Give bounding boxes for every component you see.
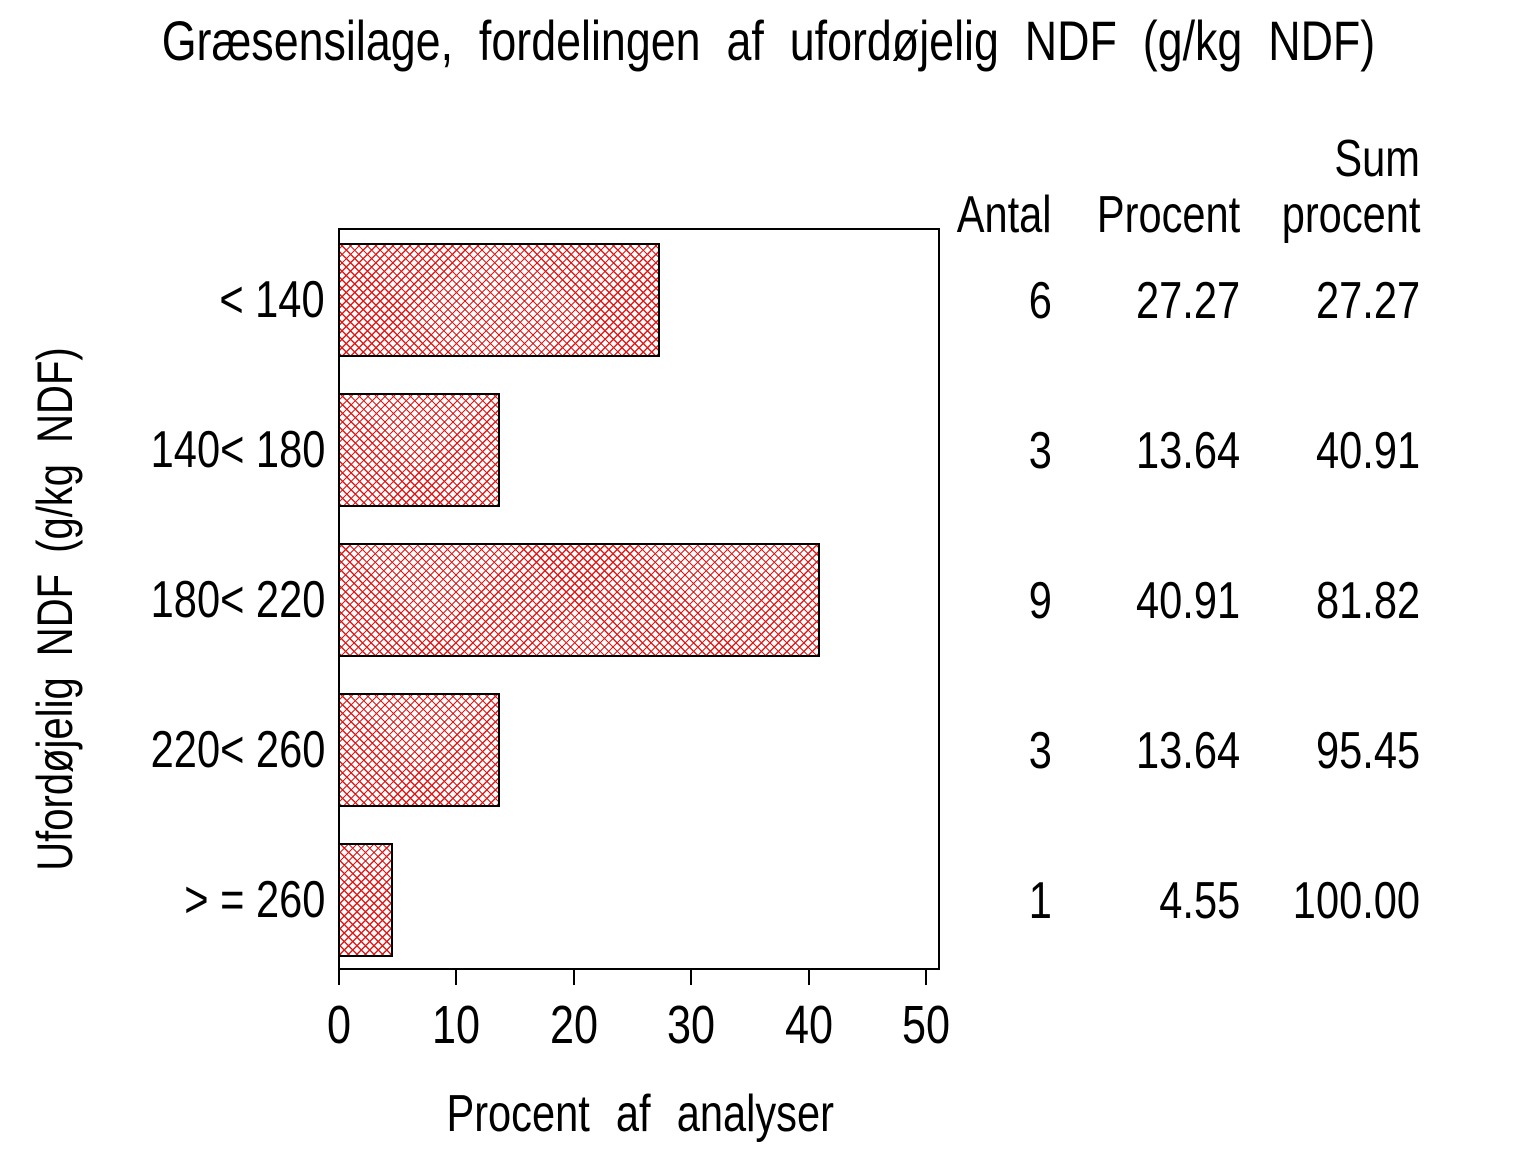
x-tick-label: 20 <box>549 995 598 1055</box>
column-header-procent: Procent <box>1096 186 1240 244</box>
x-tick-mark <box>338 970 340 985</box>
table-cell-sum-procent: 40.91 <box>1315 422 1420 480</box>
x-axis-title: Procent af analyser <box>446 1085 834 1143</box>
bar-220-260 <box>340 693 501 807</box>
column-header-antal: Antal <box>957 186 1052 244</box>
table-cell-antal: 3 <box>1028 722 1052 780</box>
chart-title-text: Græsensilage, fordelingen af ufordøjelig… <box>161 9 1375 72</box>
table-cell-antal: 1 <box>1028 872 1052 930</box>
category-label: 180< 220 <box>150 571 325 629</box>
table-cell-sum-procent: 100.00 <box>1292 872 1420 930</box>
plot-area <box>338 228 940 970</box>
x-tick-mark <box>455 970 458 985</box>
table-cell-sum-procent: 95.45 <box>1315 722 1420 780</box>
bar-lt-140 <box>340 243 661 357</box>
table-cell-procent: 27.27 <box>1135 272 1240 330</box>
x-tick-mark <box>572 970 575 985</box>
x-tick-mark <box>925 970 927 985</box>
x-tick-label: 0 <box>326 995 352 1055</box>
category-label: > = 260 <box>183 871 325 929</box>
category-label: < 140 <box>219 271 325 329</box>
table-cell-procent: 13.64 <box>1135 422 1240 480</box>
bar-180-220 <box>340 543 821 657</box>
x-tick-label: 10 <box>432 995 481 1055</box>
x-tick-mark <box>807 970 810 985</box>
bar-140-180 <box>340 393 501 507</box>
x-tick-label: 30 <box>667 995 716 1055</box>
table-cell-procent: 40.91 <box>1135 572 1240 630</box>
table-cell-sum-procent: 81.82 <box>1315 572 1420 630</box>
column-header-sum-line1: Sum <box>1334 130 1420 188</box>
table-cell-antal: 9 <box>1028 572 1052 630</box>
table-cell-sum-procent: 27.27 <box>1315 272 1420 330</box>
category-label: 220< 260 <box>150 721 325 779</box>
table-cell-procent: 13.64 <box>1135 722 1240 780</box>
table-cell-antal: 6 <box>1028 272 1052 330</box>
category-label: 140< 180 <box>150 421 325 479</box>
table-cell-antal: 3 <box>1028 422 1052 480</box>
bar-gte-260 <box>340 843 394 957</box>
x-tick-label: 50 <box>901 995 951 1055</box>
table-cell-procent: 4.55 <box>1159 872 1240 930</box>
column-header-sum-line2: procent <box>1281 186 1420 244</box>
chart-title: Græsensilage, fordelingen af ufordøjelig… <box>0 10 1536 72</box>
x-tick-mark <box>690 970 693 985</box>
x-tick-label: 40 <box>784 995 833 1055</box>
